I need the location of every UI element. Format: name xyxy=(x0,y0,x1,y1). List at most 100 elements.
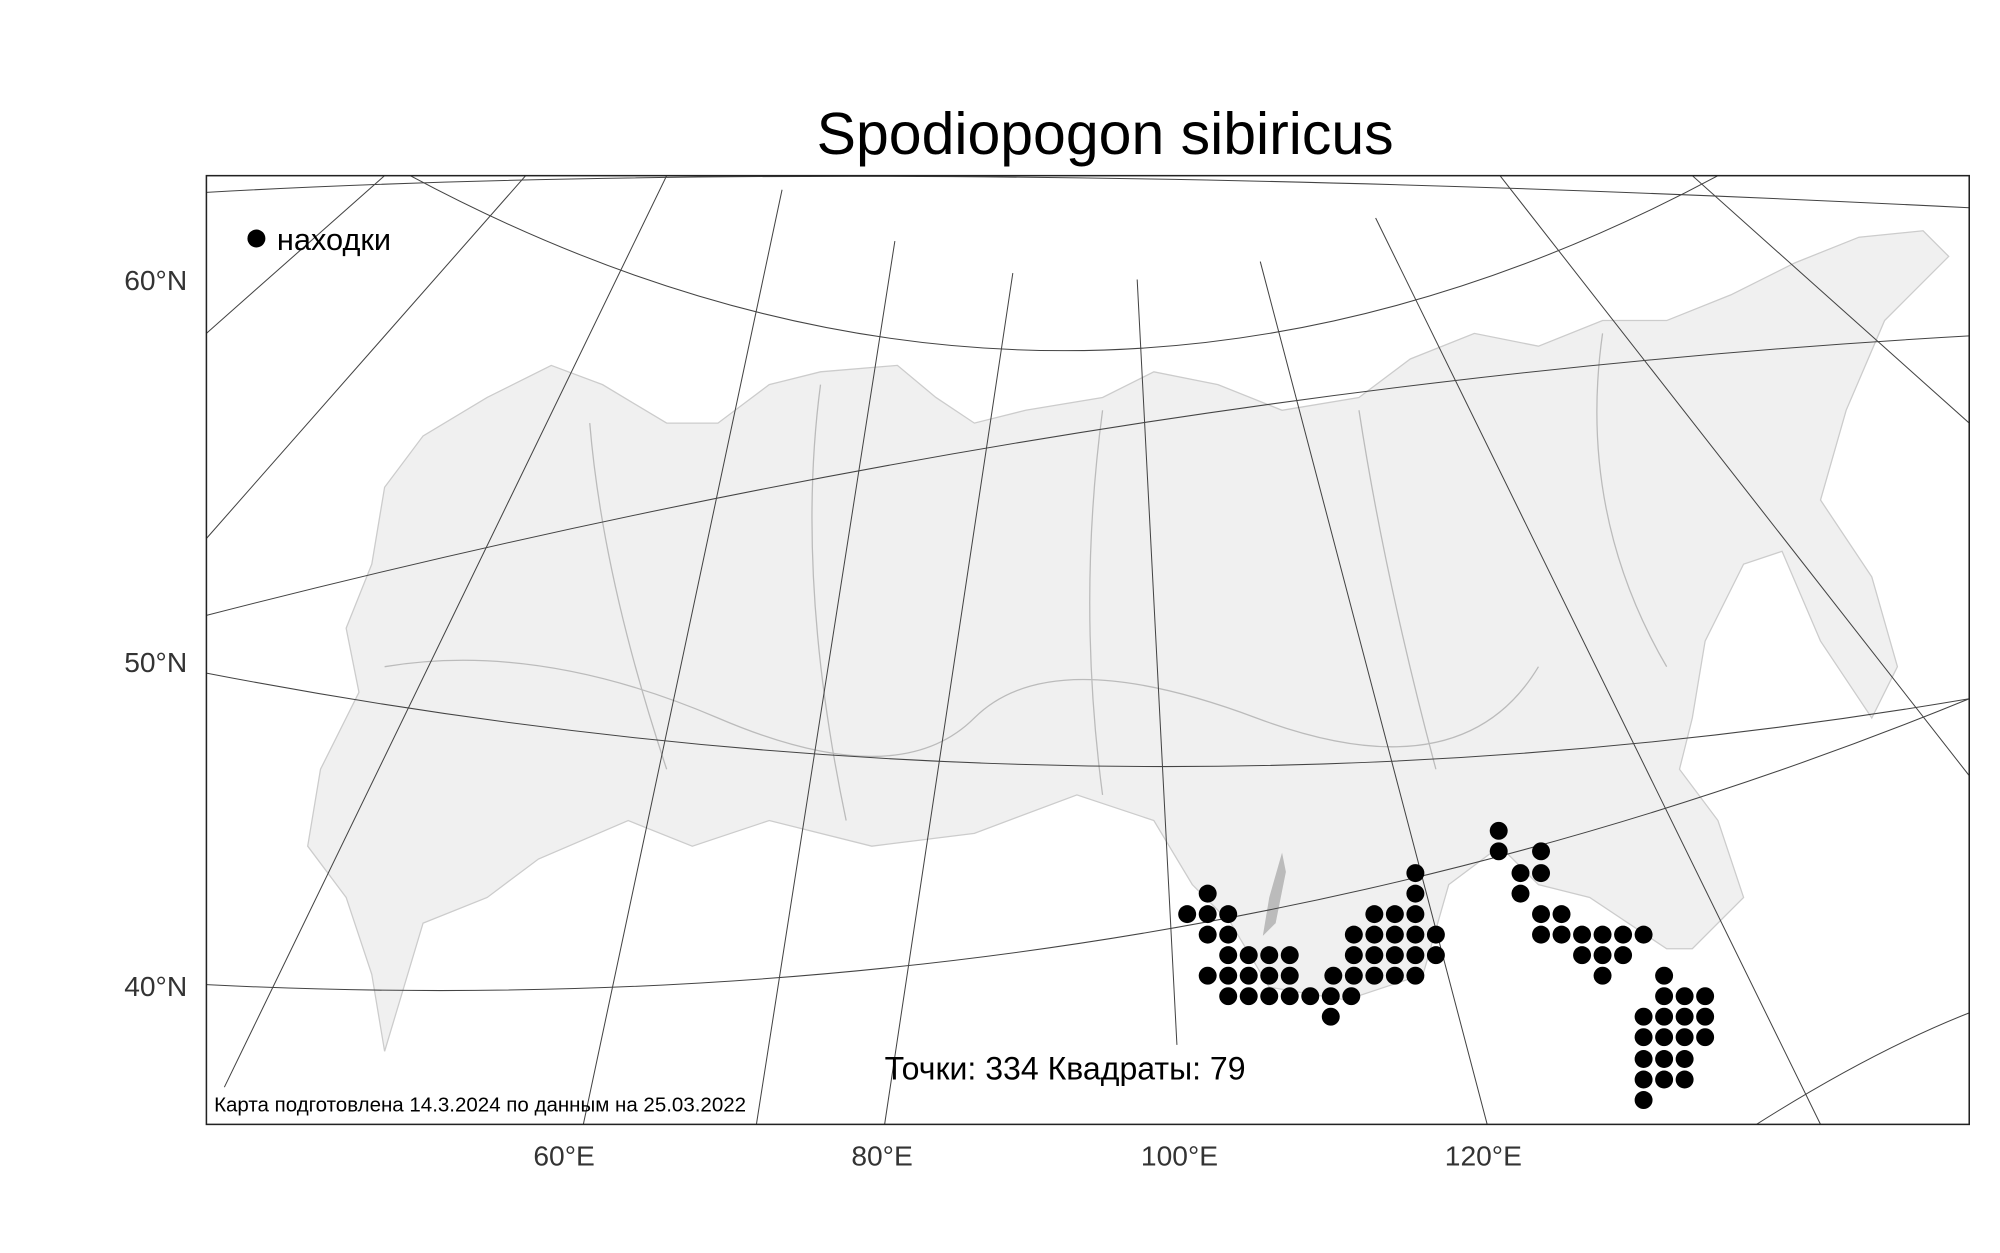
river-lines xyxy=(384,333,1668,821)
occurrence-dot xyxy=(1385,905,1404,924)
occurrence-dot xyxy=(1573,925,1592,944)
occurrence-dot xyxy=(1675,1007,1694,1026)
lake-baikal xyxy=(1262,852,1286,936)
parallel xyxy=(206,175,1970,209)
occurrence-dot xyxy=(1675,1028,1694,1047)
occurrence-dot xyxy=(1655,987,1674,1006)
occurrence-dot xyxy=(1593,966,1612,985)
occurrence-dot xyxy=(1198,884,1217,903)
occurrence-dot xyxy=(1198,905,1217,924)
occurrence-dot xyxy=(1342,987,1361,1006)
occurrence-dot xyxy=(1634,925,1653,944)
occurrence-dot xyxy=(1239,987,1258,1006)
occurrence-dot xyxy=(1280,946,1299,965)
occurrence-dot xyxy=(1260,987,1279,1006)
occurrence-dot xyxy=(1280,987,1299,1006)
meridians xyxy=(206,175,1970,1125)
occurrence-dot xyxy=(1406,905,1425,924)
occurrence-dot xyxy=(1260,946,1279,965)
occurrence-dot xyxy=(1301,987,1320,1006)
occurrence-dot xyxy=(1321,1007,1340,1026)
occurrence-dot xyxy=(1344,925,1363,944)
occurrence-dot xyxy=(1324,966,1343,985)
occurrence-dot xyxy=(1655,1050,1674,1068)
occurrence-dot xyxy=(1219,966,1238,985)
occurrence-dot xyxy=(1593,925,1612,944)
occurrence-dot xyxy=(1675,1070,1694,1089)
legend-symbol xyxy=(247,229,266,248)
occurrence-dot xyxy=(1532,905,1550,924)
occurrence-dot xyxy=(1634,1028,1653,1047)
occurrence-dot xyxy=(1365,905,1384,924)
occurrence-dot xyxy=(1365,925,1384,944)
occurrence-dot xyxy=(1406,864,1425,883)
occurrence-dot xyxy=(1489,821,1508,840)
occurrence-dot xyxy=(1532,925,1550,944)
occurrence-dot xyxy=(1614,946,1633,965)
occurrence-dot xyxy=(1219,946,1238,965)
map-frame xyxy=(205,174,1970,1126)
occurrence-dot xyxy=(1696,1028,1715,1047)
occurrence-dot xyxy=(1406,946,1425,965)
land xyxy=(307,230,1950,1052)
occurrence-dot xyxy=(1511,864,1530,883)
map-title: Spodiopogon sibiricus xyxy=(817,102,1394,167)
occurrence-dot xyxy=(1532,842,1550,861)
occurrence-dot xyxy=(1385,966,1404,985)
y-axis-label: 40°N xyxy=(124,970,187,1002)
parallel xyxy=(1756,1012,1970,1125)
occurrence-dot xyxy=(1239,946,1258,965)
occurrence-dot xyxy=(1655,1007,1674,1026)
occurrence-dot xyxy=(1634,1007,1653,1026)
x-axis-label: 120°E xyxy=(1445,1139,1522,1171)
occurrence-dot xyxy=(1406,925,1425,944)
occurrence-dot xyxy=(1511,884,1530,903)
occurrence-dot xyxy=(1675,1050,1694,1068)
occurrence-dot xyxy=(1696,987,1715,1006)
occurrences xyxy=(1178,821,1715,1109)
occurrence-dot xyxy=(1655,1070,1674,1089)
occurrence-dot xyxy=(1573,946,1592,965)
occurrence-dot xyxy=(1593,946,1612,965)
occurrence-dot xyxy=(1426,946,1445,965)
occurrence-dot xyxy=(1696,1007,1715,1026)
occurrence-dot xyxy=(1634,1050,1653,1068)
occurrence-dot xyxy=(1219,905,1238,924)
occurrence-dot xyxy=(1532,864,1550,883)
legend-label: находки xyxy=(277,222,391,257)
occurrence-dot xyxy=(1219,987,1238,1006)
occurrence-dot xyxy=(1655,966,1674,985)
occurrence-dot xyxy=(1634,1070,1653,1089)
parallel xyxy=(206,672,1970,768)
y-axis-label: 50°N xyxy=(124,646,187,678)
occurrence-dot xyxy=(1198,925,1217,944)
stats: Точки: 334 Квадраты: 79 xyxy=(885,1051,1246,1087)
parallel xyxy=(410,175,1719,352)
parallel xyxy=(206,335,1970,616)
occurrence-dot xyxy=(1385,946,1404,965)
occurrence-dot xyxy=(1219,925,1238,944)
occurrence-dot xyxy=(1198,966,1217,985)
occurrence-dot xyxy=(1178,905,1197,924)
occurrence-dot xyxy=(1406,966,1425,985)
occurrence-dot xyxy=(1426,925,1445,944)
x-axis-label: 80°E xyxy=(851,1139,912,1171)
occurrence-dot xyxy=(1552,925,1571,944)
x-axis-label: 60°E xyxy=(533,1139,594,1171)
occurrence-dot xyxy=(1655,1028,1674,1047)
occurrence-dot xyxy=(1365,966,1384,985)
occurrence-dot xyxy=(1321,987,1340,1006)
occurrence-dot xyxy=(1344,966,1363,985)
occurrence-dot xyxy=(1489,842,1508,861)
occurrence-dot xyxy=(1344,946,1363,965)
occurrence-dot xyxy=(1280,966,1299,985)
y-axis-label: 60°N xyxy=(124,264,187,296)
occurrence-dot xyxy=(1614,925,1633,944)
occurrence-dot xyxy=(1385,925,1404,944)
occurrence-dot xyxy=(1675,987,1694,1006)
occurrence-dot xyxy=(1365,946,1384,965)
credit: Карта подготовлена 14.3.2024 по данным н… xyxy=(214,1094,746,1117)
parallel xyxy=(206,698,1970,992)
